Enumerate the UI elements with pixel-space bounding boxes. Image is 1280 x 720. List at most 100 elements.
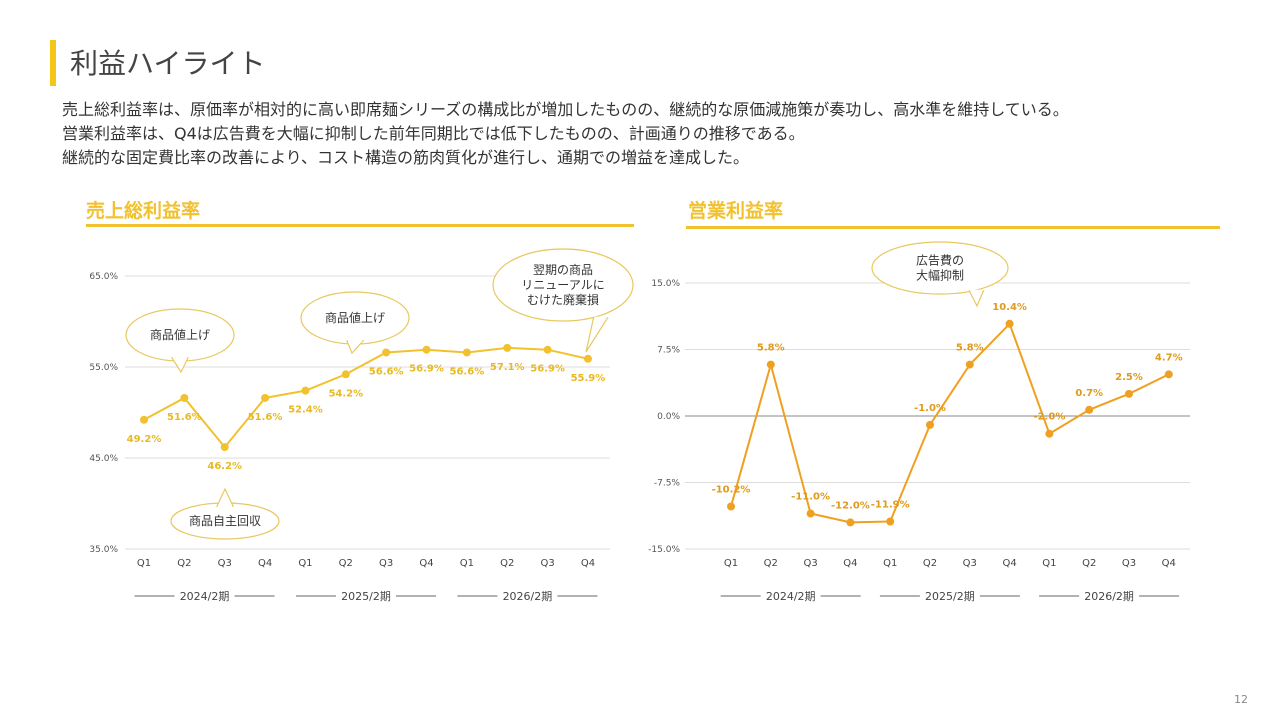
data-label: 56.9% [409,364,444,375]
data-label: 54.2% [328,388,363,399]
group-label: 2024/2期 [766,590,816,603]
group-label: 2026/2期 [503,590,553,603]
callout-tail [968,290,985,308]
data-label: -11.9% [871,500,910,511]
data-point [341,370,350,379]
data-label: 5.8% [757,343,785,354]
data-label: 55.9% [571,373,606,384]
data-point [462,348,471,357]
x-tick-label: Q4 [258,558,272,569]
data-point [727,502,735,511]
callout-text: 大幅抑制 [916,268,964,283]
callout-text: むけた廃棄損 [527,292,599,307]
data-point [543,345,552,354]
callout-text: 商品自主回収 [189,513,261,528]
callout-tail [170,357,189,374]
data-label: 51.6% [167,412,202,423]
x-tick-label: Q4 [1162,558,1176,569]
group-label: 2025/2期 [341,590,391,603]
x-tick-label: Q1 [298,558,312,569]
description: 売上総利益率は、原価率が相対的に高い即席麺シリーズの構成比が増加したものの、継続… [62,98,1069,170]
data-point [503,343,512,352]
callout-text: リニューアルに [521,278,604,292]
x-tick-label: Q4 [581,558,595,569]
data-label: 57.1% [490,362,525,373]
x-tick-label: Q3 [218,558,232,569]
callout-tail [216,487,234,507]
data-point [846,518,855,527]
group-label: 2026/2期 [1084,590,1134,603]
callout-text: 商品値上げ [150,327,210,342]
x-tick-label: Q2 [1082,558,1096,569]
description-line: 営業利益率は、Q4は広告費を大幅に抑制した前年同期比では低下したものの、計画通り… [62,124,805,143]
x-tick-label: Q3 [803,558,817,569]
callout-bubble [871,241,1009,295]
data-point [926,420,934,429]
data-label: 4.7% [1155,352,1183,363]
x-tick-label: Q3 [1122,558,1136,569]
data-label: -10.2% [712,484,751,495]
data-label: 56.6% [450,366,485,377]
data-label: 49.2% [127,434,162,445]
data-point [583,354,592,363]
callout-tail [346,340,365,355]
x-tick-label: Q3 [540,558,554,569]
data-point [1125,389,1133,398]
x-tick-label: Q2 [500,558,514,569]
data-point [1085,405,1094,414]
title-accent-bar [50,40,56,86]
page-number: 12 [1234,693,1248,706]
data-label: 5.8% [956,343,984,354]
section-rule [86,224,634,227]
data-label: -2.0% [1033,412,1065,423]
x-tick-label: Q2 [339,558,353,569]
description-line: 売上総利益率は、原価率が相対的に高い即席麺シリーズの構成比が増加したものの、継続… [62,100,1069,119]
data-point [422,345,431,354]
series-line [143,346,589,449]
section-rule [686,226,1220,229]
x-tick-label: Q2 [177,558,191,569]
data-point [220,443,229,452]
series-line [730,321,1170,524]
data-point [1005,319,1014,328]
gross-margin-title: 売上総利益率 [86,200,201,222]
data-point [382,348,391,357]
x-tick-label: Q3 [379,558,393,569]
callout-bubble [492,248,634,322]
data-label: -12.0% [831,500,870,511]
x-tick-label: Q2 [923,558,937,569]
data-label: 52.4% [288,405,323,416]
y-tick-label: 0.0% [657,412,680,422]
x-tick-label: Q1 [460,558,474,569]
data-label: 46.2% [207,461,242,472]
group-label: 2025/2期 [925,590,975,603]
data-point [766,360,775,369]
x-tick-label: Q1 [724,558,738,569]
data-label: 0.7% [1075,388,1103,399]
y-tick-label: 35.0% [89,545,118,555]
callout-text: 広告費の [916,253,964,268]
page-title: 利益ハイライト [70,47,266,80]
x-tick-label: Q1 [137,558,151,569]
y-tick-label: 65.0% [89,272,118,282]
data-point [140,415,148,424]
data-label: 56.9% [530,364,565,375]
data-point [301,386,310,395]
data-point [806,509,815,518]
x-tick-label: Q4 [1002,558,1016,569]
data-label: -11.0% [791,492,830,503]
x-tick-label: Q4 [843,558,857,569]
y-tick-label: 7.5% [657,346,680,356]
data-point [180,393,189,402]
y-tick-label: -15.0% [648,545,680,555]
data-point [1164,370,1173,379]
callout-text: 翌期の商品 [533,262,593,277]
data-label: -1.0% [914,403,946,414]
group-label: 2024/2期 [180,590,230,603]
data-point [886,517,895,526]
x-tick-label: Q1 [1042,558,1056,569]
x-tick-label: Q4 [419,558,433,569]
description-line: 継続的な固定費比率の改善により、コスト構造の筋肉質化が進行し、通期での増益を達成… [62,148,750,167]
y-tick-label: 55.0% [89,363,118,373]
